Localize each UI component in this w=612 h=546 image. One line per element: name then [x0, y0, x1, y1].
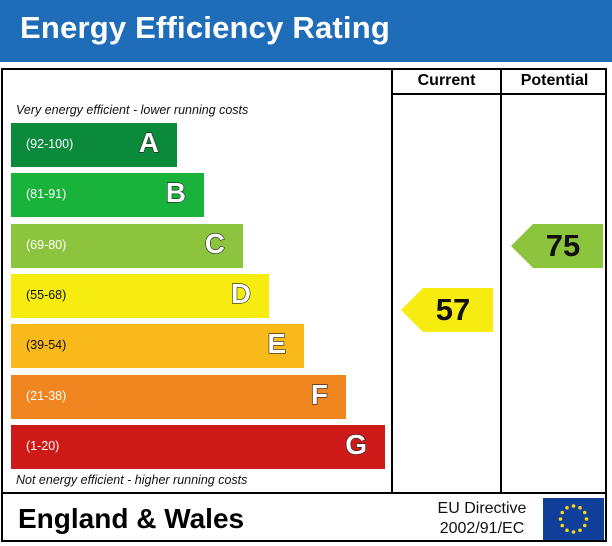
eu-star — [582, 510, 587, 515]
current-rating-value: 57 — [435, 292, 471, 327]
eu-star — [582, 523, 587, 528]
directive-line-2: 2002/91/EC — [439, 520, 525, 537]
band-letter: B — [165, 176, 186, 208]
rating-frame — [1, 68, 607, 542]
band-letter: C — [204, 227, 225, 259]
current-rating-arrow: 57 — [401, 288, 493, 332]
band-b: (81-91) B — [11, 173, 204, 217]
eu-star — [584, 517, 589, 521]
potential-column-header: Potential — [520, 72, 589, 89]
band-c: (69-80) C — [11, 224, 243, 268]
eu-star — [565, 528, 569, 533]
band-letter: A — [138, 126, 159, 158]
current-column-header: Current — [417, 72, 476, 89]
band-range-label: (69-80) — [26, 238, 67, 252]
eu-star — [571, 530, 576, 534]
potential-arrow-shape — [511, 224, 603, 268]
band-d: (55-68) D — [11, 274, 269, 318]
eu-flag-icon — [543, 498, 604, 540]
band-letter: E — [267, 327, 287, 359]
band-e: (39-54) E — [11, 324, 304, 368]
eu-star — [578, 505, 582, 510]
bottom-note: Not energy efficient - higher running co… — [16, 473, 248, 487]
band-range-label: (55-68) — [26, 288, 67, 302]
band-f: (21-38) F — [11, 375, 346, 419]
column-header-divider — [392, 93, 607, 95]
band-range-label: (1-20) — [26, 439, 60, 453]
band-letter: F — [310, 378, 328, 410]
band-range-label: (21-38) — [26, 389, 67, 403]
eu-star — [560, 523, 565, 528]
potential-rating-arrow: 75 — [511, 224, 603, 268]
eu-star — [571, 504, 576, 508]
directive-line-1: EU Directive — [437, 500, 527, 517]
footer-divider — [1, 492, 607, 494]
band-letter: G — [345, 428, 368, 460]
region-label: England & Wales — [18, 503, 245, 534]
band-range-label: (39-54) — [26, 338, 67, 352]
band-letter: D — [230, 277, 251, 309]
potential-column-divider — [500, 68, 502, 494]
eu-directive: EU Directive 2002/91/EC — [424, 499, 540, 539]
potential-rating-value: 75 — [545, 228, 581, 263]
page-title: Energy Efficiency Rating — [20, 10, 391, 45]
top-note: Very energy efficient - lower running co… — [16, 103, 249, 117]
header-bar: Energy Efficiency Rating — [0, 0, 612, 62]
band-range-label: (92-100) — [26, 137, 74, 151]
eu-star — [578, 528, 582, 533]
eu-star — [558, 517, 563, 521]
band-range-label: (81-91) — [26, 187, 67, 201]
eu-star — [560, 510, 565, 515]
band-g: (1-20) G — [11, 425, 385, 469]
current-column-divider — [391, 68, 393, 494]
current-arrow-shape — [401, 288, 493, 332]
band-a: (92-100) A — [11, 123, 177, 167]
eu-star — [565, 505, 569, 510]
